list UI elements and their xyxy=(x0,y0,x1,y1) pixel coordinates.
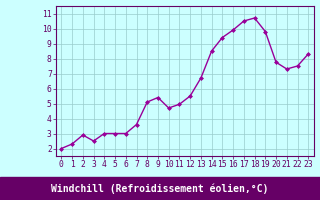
Text: Windchill (Refroidissement éolien,°C): Windchill (Refroidissement éolien,°C) xyxy=(51,183,269,194)
